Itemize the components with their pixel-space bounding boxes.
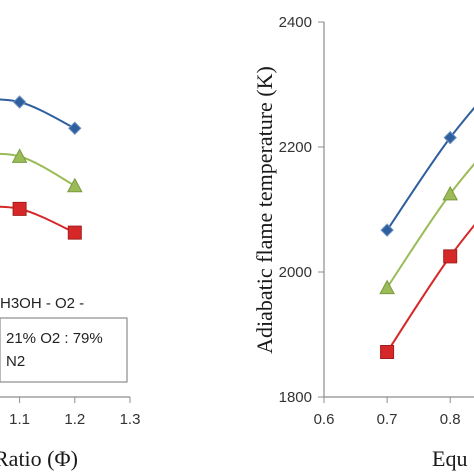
right-y-tick-label: 2400 bbox=[279, 14, 312, 31]
legend-text-line-2: 21% O2 : 79% bbox=[6, 330, 103, 347]
left-series-diamond-line bbox=[0, 98, 76, 130]
left-series-square-point bbox=[67, 225, 82, 240]
right-y-tick-label: 2200 bbox=[279, 139, 312, 156]
right-x-axis-title: Equ bbox=[432, 446, 467, 471]
left-series-triangle-point bbox=[11, 148, 28, 163]
right-series-square-point bbox=[443, 249, 458, 264]
right-series-diamond-line bbox=[386, 106, 474, 231]
right-y-axis-title: Adiabatic flame temperature (K) bbox=[252, 66, 277, 354]
left-x-tick-labels: 1.1 1.2 1.3 bbox=[9, 411, 140, 428]
left-series-diamond-point bbox=[68, 121, 82, 135]
left-series-group bbox=[0, 95, 83, 240]
right-series-group bbox=[379, 106, 474, 359]
left-x-axis-title: Ratio (Φ) bbox=[0, 446, 78, 471]
right-x-tick-label: 0.7 bbox=[377, 411, 398, 428]
right-y-tick-labels: 1800 2000 2200 2400 bbox=[279, 14, 312, 406]
legend-text-line-1: H3OH - O2 - bbox=[0, 295, 84, 312]
left-series-square-line bbox=[0, 205, 76, 234]
legend-box bbox=[0, 317, 128, 383]
left-chart-panel: 1.1 1.2 1.3 Ratio (Φ) H3OH - O2 - 21% O2 :… bbox=[0, 95, 140, 471]
left-x-tick-marks bbox=[19, 397, 131, 403]
right-series-triangle-point bbox=[442, 185, 459, 201]
right-series-diamond-point bbox=[380, 223, 394, 237]
right-series-square-line bbox=[386, 224, 474, 353]
right-y-tick-marks bbox=[318, 21, 324, 398]
left-series-square-point bbox=[12, 201, 27, 216]
left-x-tick-label: 1.1 bbox=[9, 411, 30, 428]
left-series-diamond-point bbox=[12, 95, 27, 109]
right-x-tick-labels: 0.6 0.7 0.8 bbox=[314, 411, 461, 428]
legend-text-line-3: N2 bbox=[6, 353, 25, 370]
left-x-tick-label: 1.2 bbox=[64, 411, 85, 428]
right-x-tick-label: 0.6 bbox=[314, 411, 335, 428]
right-chart-panel: 1800 2000 2200 2400 0.6 0.7 0.8 Adiabatic fla… bbox=[252, 14, 474, 471]
right-x-tick-marks bbox=[323, 397, 451, 403]
right-series-diamond-point bbox=[443, 130, 457, 145]
right-series-square-point bbox=[380, 345, 395, 359]
right-series-triangle-line bbox=[386, 162, 474, 289]
left-series-triangle-point bbox=[66, 177, 83, 193]
left-x-tick-label: 1.3 bbox=[120, 411, 141, 428]
right-y-tick-label: 2000 bbox=[279, 264, 312, 281]
right-x-tick-label: 0.8 bbox=[440, 411, 461, 428]
left-series-triangle-line bbox=[0, 152, 76, 187]
right-y-tick-label: 1800 bbox=[279, 389, 312, 406]
right-series-triangle-point bbox=[379, 279, 395, 295]
